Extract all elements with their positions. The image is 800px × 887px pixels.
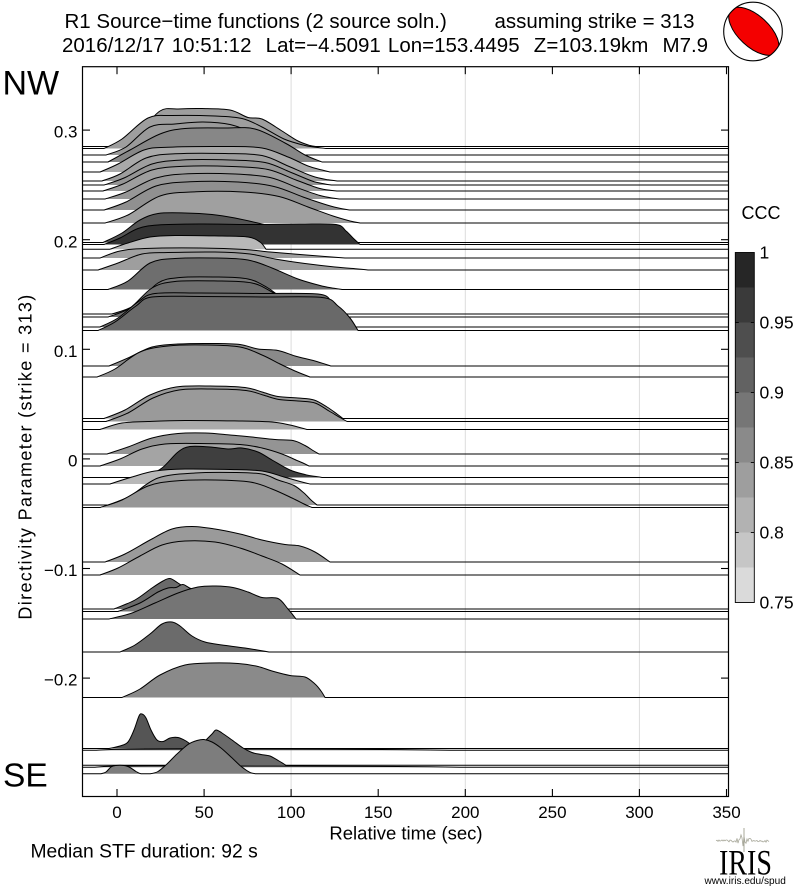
svg-text:0.1: 0.1 [54, 342, 78, 361]
svg-text:−0.1: −0.1 [44, 561, 78, 580]
svg-text:0.75: 0.75 [760, 593, 794, 613]
svg-text:300: 300 [625, 803, 653, 822]
svg-text:200: 200 [451, 803, 479, 822]
svg-text:R1 Source−time functions (2 so: R1 Source−time functions (2 source soln.… [65, 10, 447, 33]
svg-text:1: 1 [760, 243, 770, 263]
svg-text:0.2: 0.2 [54, 232, 78, 251]
svg-text:0.8: 0.8 [760, 523, 784, 543]
svg-text:Directivity Parameter (strike: Directivity Parameter (strike = 313) [16, 293, 36, 619]
svg-text:0.9: 0.9 [760, 383, 784, 403]
svg-text:250: 250 [538, 803, 566, 822]
svg-text:0: 0 [112, 803, 121, 822]
svg-text:0: 0 [68, 452, 77, 471]
svg-text:Median STF duration: 92 s: Median STF duration: 92 s [31, 842, 258, 863]
svg-text:IRIS: IRIS [719, 843, 772, 883]
svg-text:Relative time (sec): Relative time (sec) [329, 823, 482, 844]
svg-text:assuming strike = 313: assuming strike = 313 [495, 10, 695, 33]
svg-text:−0.2: −0.2 [44, 671, 78, 690]
svg-text:50: 50 [195, 803, 214, 822]
svg-text:150: 150 [364, 803, 392, 822]
svg-text:0.3: 0.3 [54, 123, 78, 142]
svg-text:0.95: 0.95 [760, 313, 794, 333]
svg-text:2016/12/17 10:51:12 Lat=−4.50: 2016/12/17 10:51:12 Lat=−4.5091 Lon=153.… [62, 34, 708, 57]
svg-text:100: 100 [277, 803, 305, 822]
svg-text:www.iris.edu/spud: www.iris.edu/spud [704, 876, 786, 887]
svg-text:CCC: CCC [742, 203, 781, 223]
svg-text:NW: NW [3, 65, 60, 103]
svg-text:SE: SE [3, 758, 48, 795]
svg-text:0.85: 0.85 [760, 453, 794, 473]
svg-text:350: 350 [712, 803, 740, 822]
